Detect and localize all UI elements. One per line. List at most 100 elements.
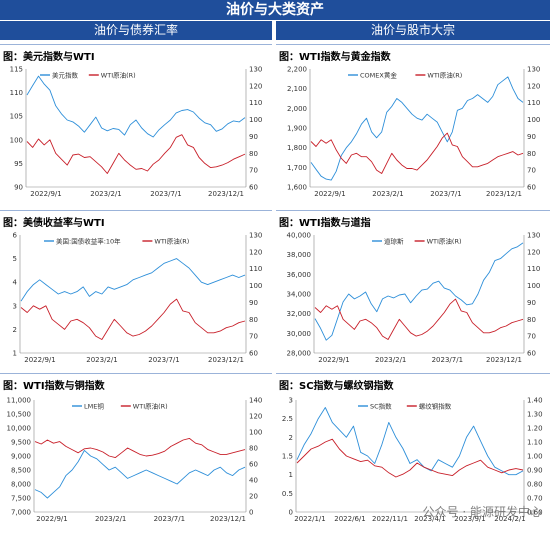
- y-left-tick-label: 28,000: [287, 350, 312, 358]
- x-tick-label: 2023/7/1: [432, 356, 463, 364]
- wti-copper-chart: 11,000 10,500 10,000 9,500 9,000 8,500 8,000 7,…: [7, 397, 263, 524]
- y-right-tick-label: 1.10: [527, 439, 543, 447]
- sc-rebar-chart: 3 2.5 2 1.5 1 0.5 0 1.40 1.30 1.20 1.10 1.00 0.90 0.8…: [282, 397, 543, 524]
- series-line: [296, 407, 524, 476]
- panel-title: 图：WTI指数与黄金指数: [279, 52, 391, 63]
- y-left-tick-label: 9,500: [11, 439, 31, 447]
- y-right-tick-label: 130: [527, 232, 540, 240]
- y-right-tick-label: 1.40: [527, 397, 543, 405]
- wti-gold-chart: 2,200 2,100 2,000 1,900 1,800 1,700 1,600 130 12…: [287, 66, 540, 199]
- y-left-tick-label: 0.5: [282, 490, 293, 498]
- panel-wti-dow: 图：WTI指数与道指 40,000 38,000 36,000 34,000 32,00…: [276, 210, 550, 375]
- y-right-tick-label: 60: [249, 184, 258, 192]
- y-left-tick-label: 3: [289, 397, 293, 405]
- x-tick-label: 2023/7/1: [430, 190, 461, 198]
- x-tick-label: 2023/7/1: [150, 190, 181, 198]
- y-left-tick-label: 95: [14, 160, 23, 168]
- y-left-tick-label: 36,000: [287, 271, 312, 279]
- y-right-tick-label: 60: [527, 350, 536, 358]
- y-left-tick-label: 6: [13, 232, 18, 240]
- y-right-tick-label: 1.00: [527, 453, 543, 461]
- series-line: [20, 258, 246, 302]
- y-right-tick-label: 1.30: [527, 411, 543, 419]
- y-right-tick-label: 0.90: [527, 467, 543, 475]
- ust-wti-chart: 6 5 4 3 2 1 130 120 110 100 90 80 70 60 2022/9/1 2023/2…: [13, 232, 263, 365]
- x-tick-label: 2022/9/1: [36, 515, 67, 523]
- y-right-tick-label: 110: [527, 265, 540, 273]
- y-left-tick-label: 1,600: [287, 184, 307, 192]
- y-left-tick-label: 1,900: [287, 125, 307, 133]
- y-right-tick-label: 110: [249, 99, 262, 107]
- y-right-tick-label: 120: [527, 248, 540, 256]
- y-right-tick-label: 100: [527, 282, 540, 290]
- y-right-tick-label: 90: [527, 299, 536, 307]
- y-right-tick-label: 70: [527, 333, 536, 341]
- column-header-left: 油价与债券汇率: [0, 21, 272, 40]
- y-left-tick-label: 90: [14, 184, 23, 192]
- x-tick-label: 2022/6/1: [334, 515, 365, 523]
- y-left-tick-label: 10,000: [7, 425, 32, 433]
- y-left-tick-label: 1.5: [282, 453, 293, 461]
- x-tick-label: 2023/12/1: [210, 515, 246, 523]
- x-tick-label: 2022/9/1: [30, 190, 61, 198]
- y-left-tick-label: 100: [10, 136, 23, 144]
- panel-wti-copper: 图：WTI指数与铜指数 11,000 10,500 10,000 9,500 9,000…: [0, 373, 272, 534]
- y-right-tick-label: 80: [527, 316, 536, 324]
- y-right-tick-label: 60: [249, 461, 258, 469]
- y-left-tick-label: 10,500: [7, 411, 32, 419]
- y-right-tick-label: 130: [249, 66, 262, 74]
- y-left-tick-label: 32,000: [287, 310, 312, 318]
- y-left-tick-label: 105: [10, 113, 23, 121]
- y-left-tick-label: 3: [13, 302, 17, 310]
- legend-label: 道琼斯: [384, 237, 404, 246]
- x-tick-label: 2023/7/1: [154, 515, 185, 523]
- y-right-tick-label: 130: [527, 66, 540, 74]
- x-tick-label: 2022/9/1: [318, 356, 349, 364]
- legend-label: WTI原油(R): [427, 71, 462, 80]
- y-right-tick-label: 100: [527, 116, 540, 124]
- x-tick-label: 2023/12/1: [208, 190, 244, 198]
- series-line: [26, 75, 246, 138]
- y-left-tick-label: 30,000: [287, 330, 312, 338]
- y-left-tick-label: 1: [289, 471, 293, 479]
- legend-label: 美元指数: [52, 71, 79, 80]
- y-left-tick-label: 34,000: [287, 291, 312, 299]
- y-left-tick-label: 4: [13, 279, 18, 287]
- y-left-tick-label: 2.5: [282, 415, 293, 423]
- x-tick-label: 2023/2/1: [86, 356, 117, 364]
- y-right-tick-label: 90: [249, 299, 258, 307]
- wti-dow-chart: 40,000 38,000 36,000 34,000 32,000 30,000 28,0…: [287, 232, 541, 365]
- y-left-tick-label: 11,000: [7, 397, 32, 405]
- legend-label: WTI原油(R): [427, 237, 462, 246]
- y-right-tick-label: 90: [249, 133, 258, 141]
- y-right-tick-label: 90: [527, 133, 536, 141]
- legend-label: SC指数: [370, 402, 392, 411]
- y-right-tick-label: 70: [527, 167, 536, 175]
- x-tick-label: 2024/2/1: [494, 515, 525, 523]
- series-line: [314, 298, 524, 340]
- y-right-tick-label: 0.60: [527, 509, 543, 517]
- y-right-tick-label: 40: [249, 477, 258, 485]
- legend-label: LME铜: [84, 402, 104, 411]
- series-line: [34, 437, 246, 459]
- legend-label: COMEX黄金: [360, 71, 397, 80]
- y-left-tick-label: 8,500: [11, 467, 31, 475]
- series-line: [34, 449, 246, 499]
- legend-label: 美国:国债收益率:10年: [56, 237, 121, 246]
- column-header-right: 油价与股市大宗: [276, 21, 550, 40]
- panel-wti-gold: 图：WTI指数与黄金指数 2,200 2,100 2,000 1,900 1,800 1,…: [276, 44, 550, 209]
- series-line: [310, 132, 524, 174]
- panel-title: 图：WTI指数与道指: [279, 218, 371, 229]
- x-tick-label: 2022/1/1: [294, 515, 325, 523]
- y-left-tick-label: 2,200: [287, 66, 307, 74]
- y-right-tick-label: 0.70: [527, 495, 543, 503]
- panel-ust-wti: 图：美债收益率与WTI 6 5 4 3 2 1 130 120 110 100 90 80 70 60 20…: [0, 210, 272, 375]
- y-right-tick-label: 1.20: [527, 425, 543, 433]
- x-tick-label: 2023/12/1: [486, 356, 522, 364]
- x-tick-label: 2023/2/1: [95, 515, 126, 523]
- y-right-tick-label: 60: [249, 350, 258, 358]
- legend-label: 螺纹钢指数: [419, 402, 452, 411]
- panel-title: 图：美债收益率与WTI: [3, 218, 105, 229]
- x-tick-label: 2023/2/1: [90, 190, 121, 198]
- y-right-tick-label: 80: [249, 150, 258, 158]
